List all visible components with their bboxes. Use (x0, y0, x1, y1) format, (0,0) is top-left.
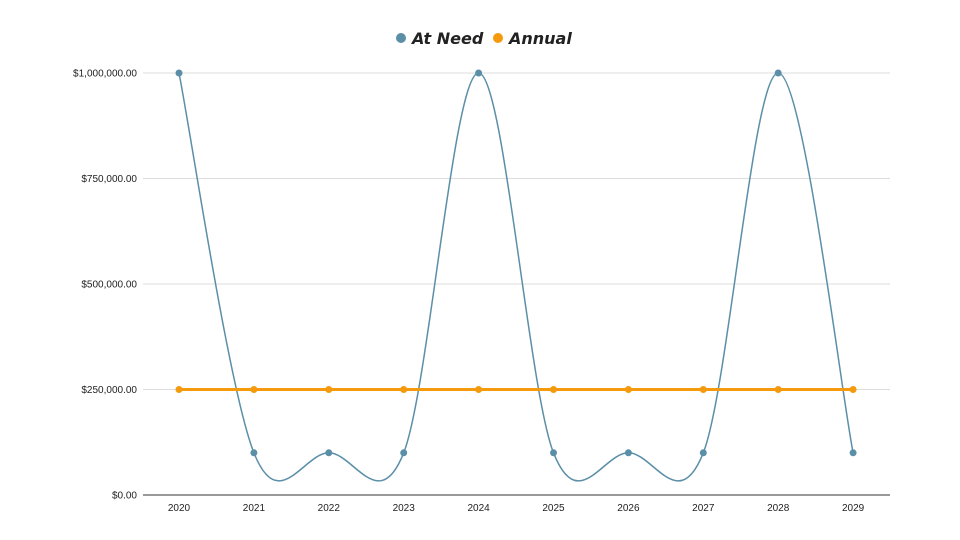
series-line-at-need (178, 72, 854, 482)
y-axis-ticks: $0.00 $250,000.00 $500,000.00 $750,000.00 $1… (73, 69, 137, 502)
data-point-at-need[interactable] (774, 69, 782, 77)
y-tick-label: $0.00 (112, 491, 137, 502)
data-point-annual[interactable] (624, 386, 632, 393)
y-tick-label: $750,000.00 (81, 174, 137, 185)
data-point-at-need[interactable] (624, 449, 632, 457)
data-point-annual[interactable] (849, 386, 857, 393)
x-axis-ticks: 2020 2021 2022 2023 2024 2025 2026 2027 2028 2029 (168, 503, 865, 514)
data-point-annual[interactable] (699, 386, 707, 393)
legend-item-annual[interactable]: Annual (493, 29, 572, 48)
data-point-annual[interactable] (175, 386, 183, 393)
legend-marker-annual (493, 33, 503, 43)
x-tick-label: 2028 (767, 503, 790, 514)
data-point-at-need[interactable] (325, 449, 333, 457)
legend-marker-at-need (396, 33, 406, 43)
y-tick-label: $1,000,000.00 (73, 69, 137, 80)
series-group (175, 69, 857, 482)
x-tick-label: 2027 (692, 503, 715, 514)
x-tick-label: 2023 (393, 503, 416, 514)
x-tick-label: 2020 (168, 503, 191, 514)
y-tick-label: $500,000.00 (81, 280, 137, 291)
x-tick-label: 2022 (318, 503, 341, 514)
x-tick-label: 2025 (542, 503, 565, 514)
data-point-annual[interactable] (400, 386, 408, 393)
x-tick-label: 2026 (617, 503, 640, 514)
x-tick-label: 2029 (842, 503, 865, 514)
data-point-at-need[interactable] (550, 449, 557, 457)
x-tick-label: 2021 (243, 503, 266, 514)
legend-item-at-need[interactable]: At Need (396, 29, 484, 48)
x-tick-label: 2024 (467, 503, 490, 514)
gridlines (143, 72, 890, 390)
legend-label-annual: Annual (507, 29, 572, 48)
data-point-at-need[interactable] (849, 449, 857, 457)
data-point-at-need[interactable] (475, 69, 483, 77)
data-point-at-need[interactable] (400, 449, 408, 457)
data-point-at-need[interactable] (175, 69, 183, 77)
legend: At Need Annual (396, 29, 572, 48)
data-point-annual[interactable] (475, 386, 483, 393)
data-point-annual[interactable] (774, 386, 782, 393)
legend-label-at-need: At Need (410, 29, 484, 48)
y-tick-label: $250,000.00 (81, 385, 137, 396)
data-point-at-need[interactable] (699, 449, 707, 457)
data-point-at-need[interactable] (250, 449, 258, 457)
data-point-annual[interactable] (325, 386, 333, 393)
data-point-annual[interactable] (250, 386, 258, 393)
data-point-annual[interactable] (550, 386, 557, 393)
